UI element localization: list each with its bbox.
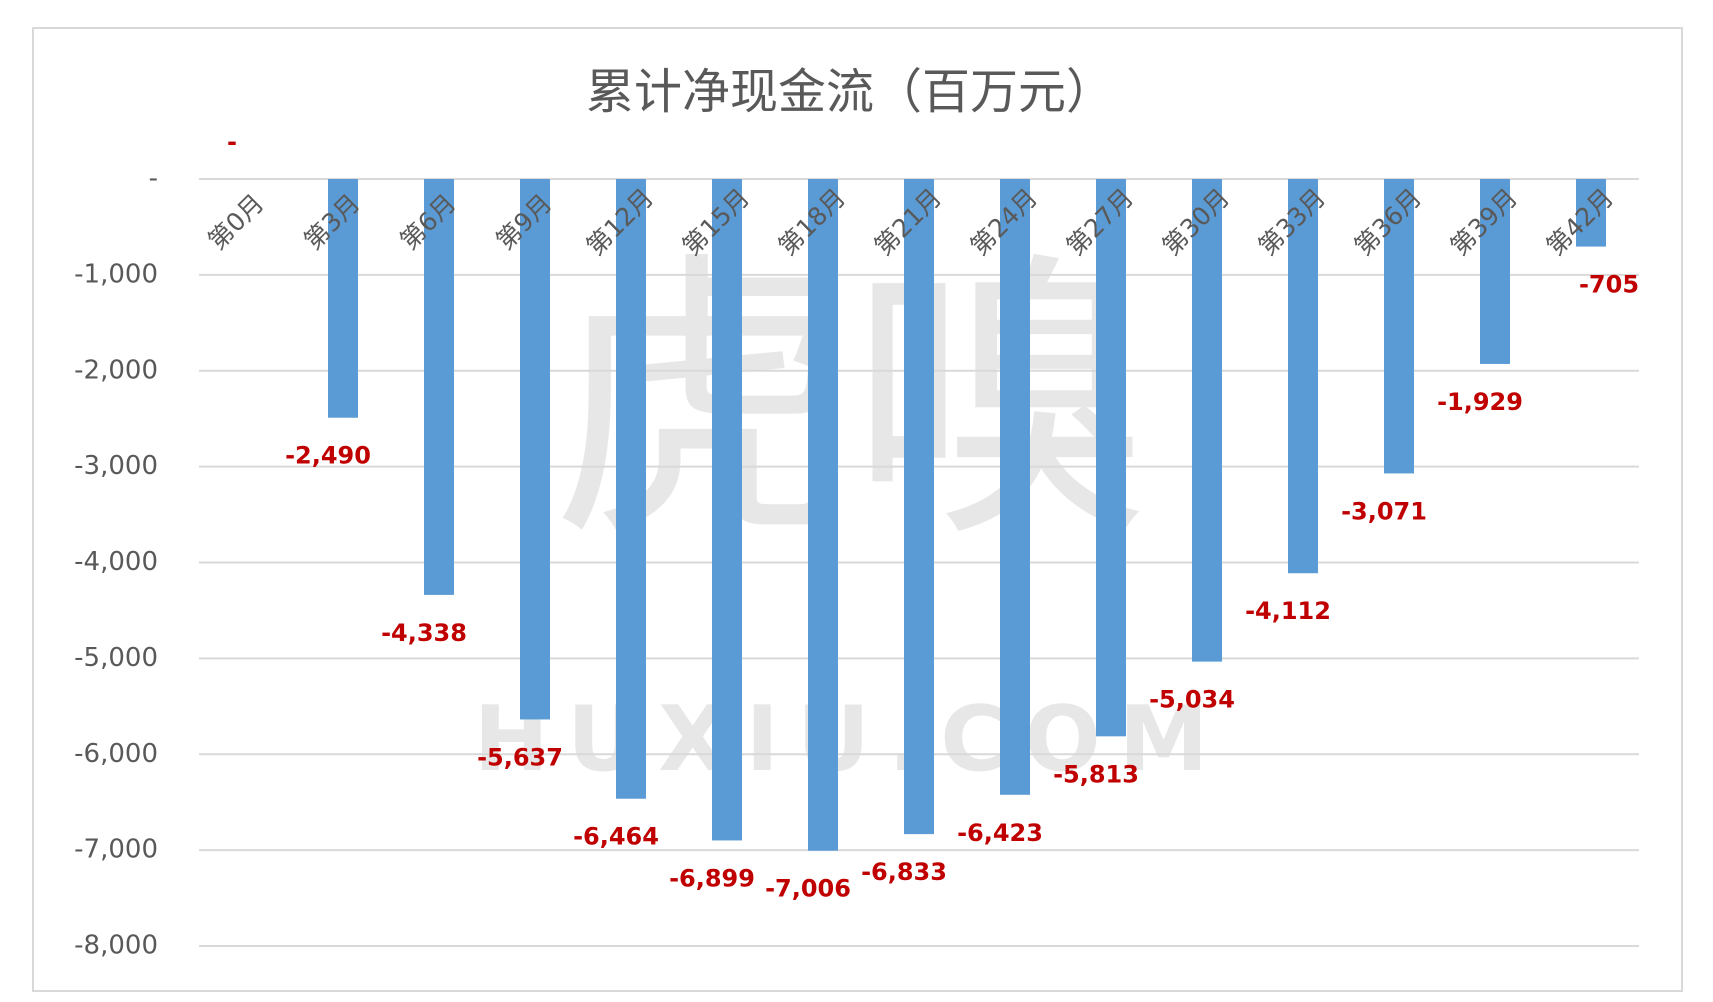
value-label: -6,423 [957, 819, 1043, 847]
value-label: -5,637 [477, 743, 563, 771]
bar [1096, 179, 1126, 737]
value-label: -6,899 [669, 864, 755, 892]
y-tick-label: -4,000 [74, 547, 158, 577]
y-tick-label: - [149, 164, 158, 194]
bar [808, 179, 838, 851]
value-label: -1,929 [1437, 388, 1523, 416]
value-label: -6,464 [573, 823, 659, 851]
value-label: -6,833 [861, 858, 947, 886]
value-label: - [227, 128, 237, 156]
watermark-sub: HUXIU.COM [474, 687, 1227, 792]
y-tick-label: -2,000 [74, 355, 158, 385]
bar [1480, 179, 1510, 364]
y-tick-label: -5,000 [74, 643, 158, 673]
bar [1576, 179, 1606, 247]
value-label: -3,071 [1341, 497, 1427, 525]
y-tick-label: -8,000 [74, 931, 158, 961]
bar [1288, 179, 1318, 574]
value-label: -5,034 [1149, 686, 1235, 714]
y-tick-label: -6,000 [74, 739, 158, 769]
value-label: -2,490 [285, 442, 371, 470]
chart-title: 累计净现金流（百万元） [586, 64, 1114, 120]
y-tick-label: -1,000 [74, 259, 158, 289]
value-label: -4,112 [1245, 597, 1331, 625]
watermark: 虎嗅 [550, 228, 1150, 577]
y-tick-label: -7,000 [74, 835, 158, 865]
bar [520, 179, 550, 720]
bar [1384, 179, 1414, 474]
bar [1192, 179, 1222, 662]
value-label: -4,338 [381, 619, 467, 647]
value-label: -705 [1579, 271, 1639, 299]
bar [712, 179, 742, 841]
bar [424, 179, 454, 595]
bar [1000, 179, 1030, 795]
bar [904, 179, 934, 835]
value-label: -5,813 [1053, 760, 1139, 788]
bar [616, 179, 646, 799]
bar [328, 179, 358, 418]
value-label: -7,006 [765, 875, 851, 903]
y-tick-label: -3,000 [74, 451, 158, 481]
